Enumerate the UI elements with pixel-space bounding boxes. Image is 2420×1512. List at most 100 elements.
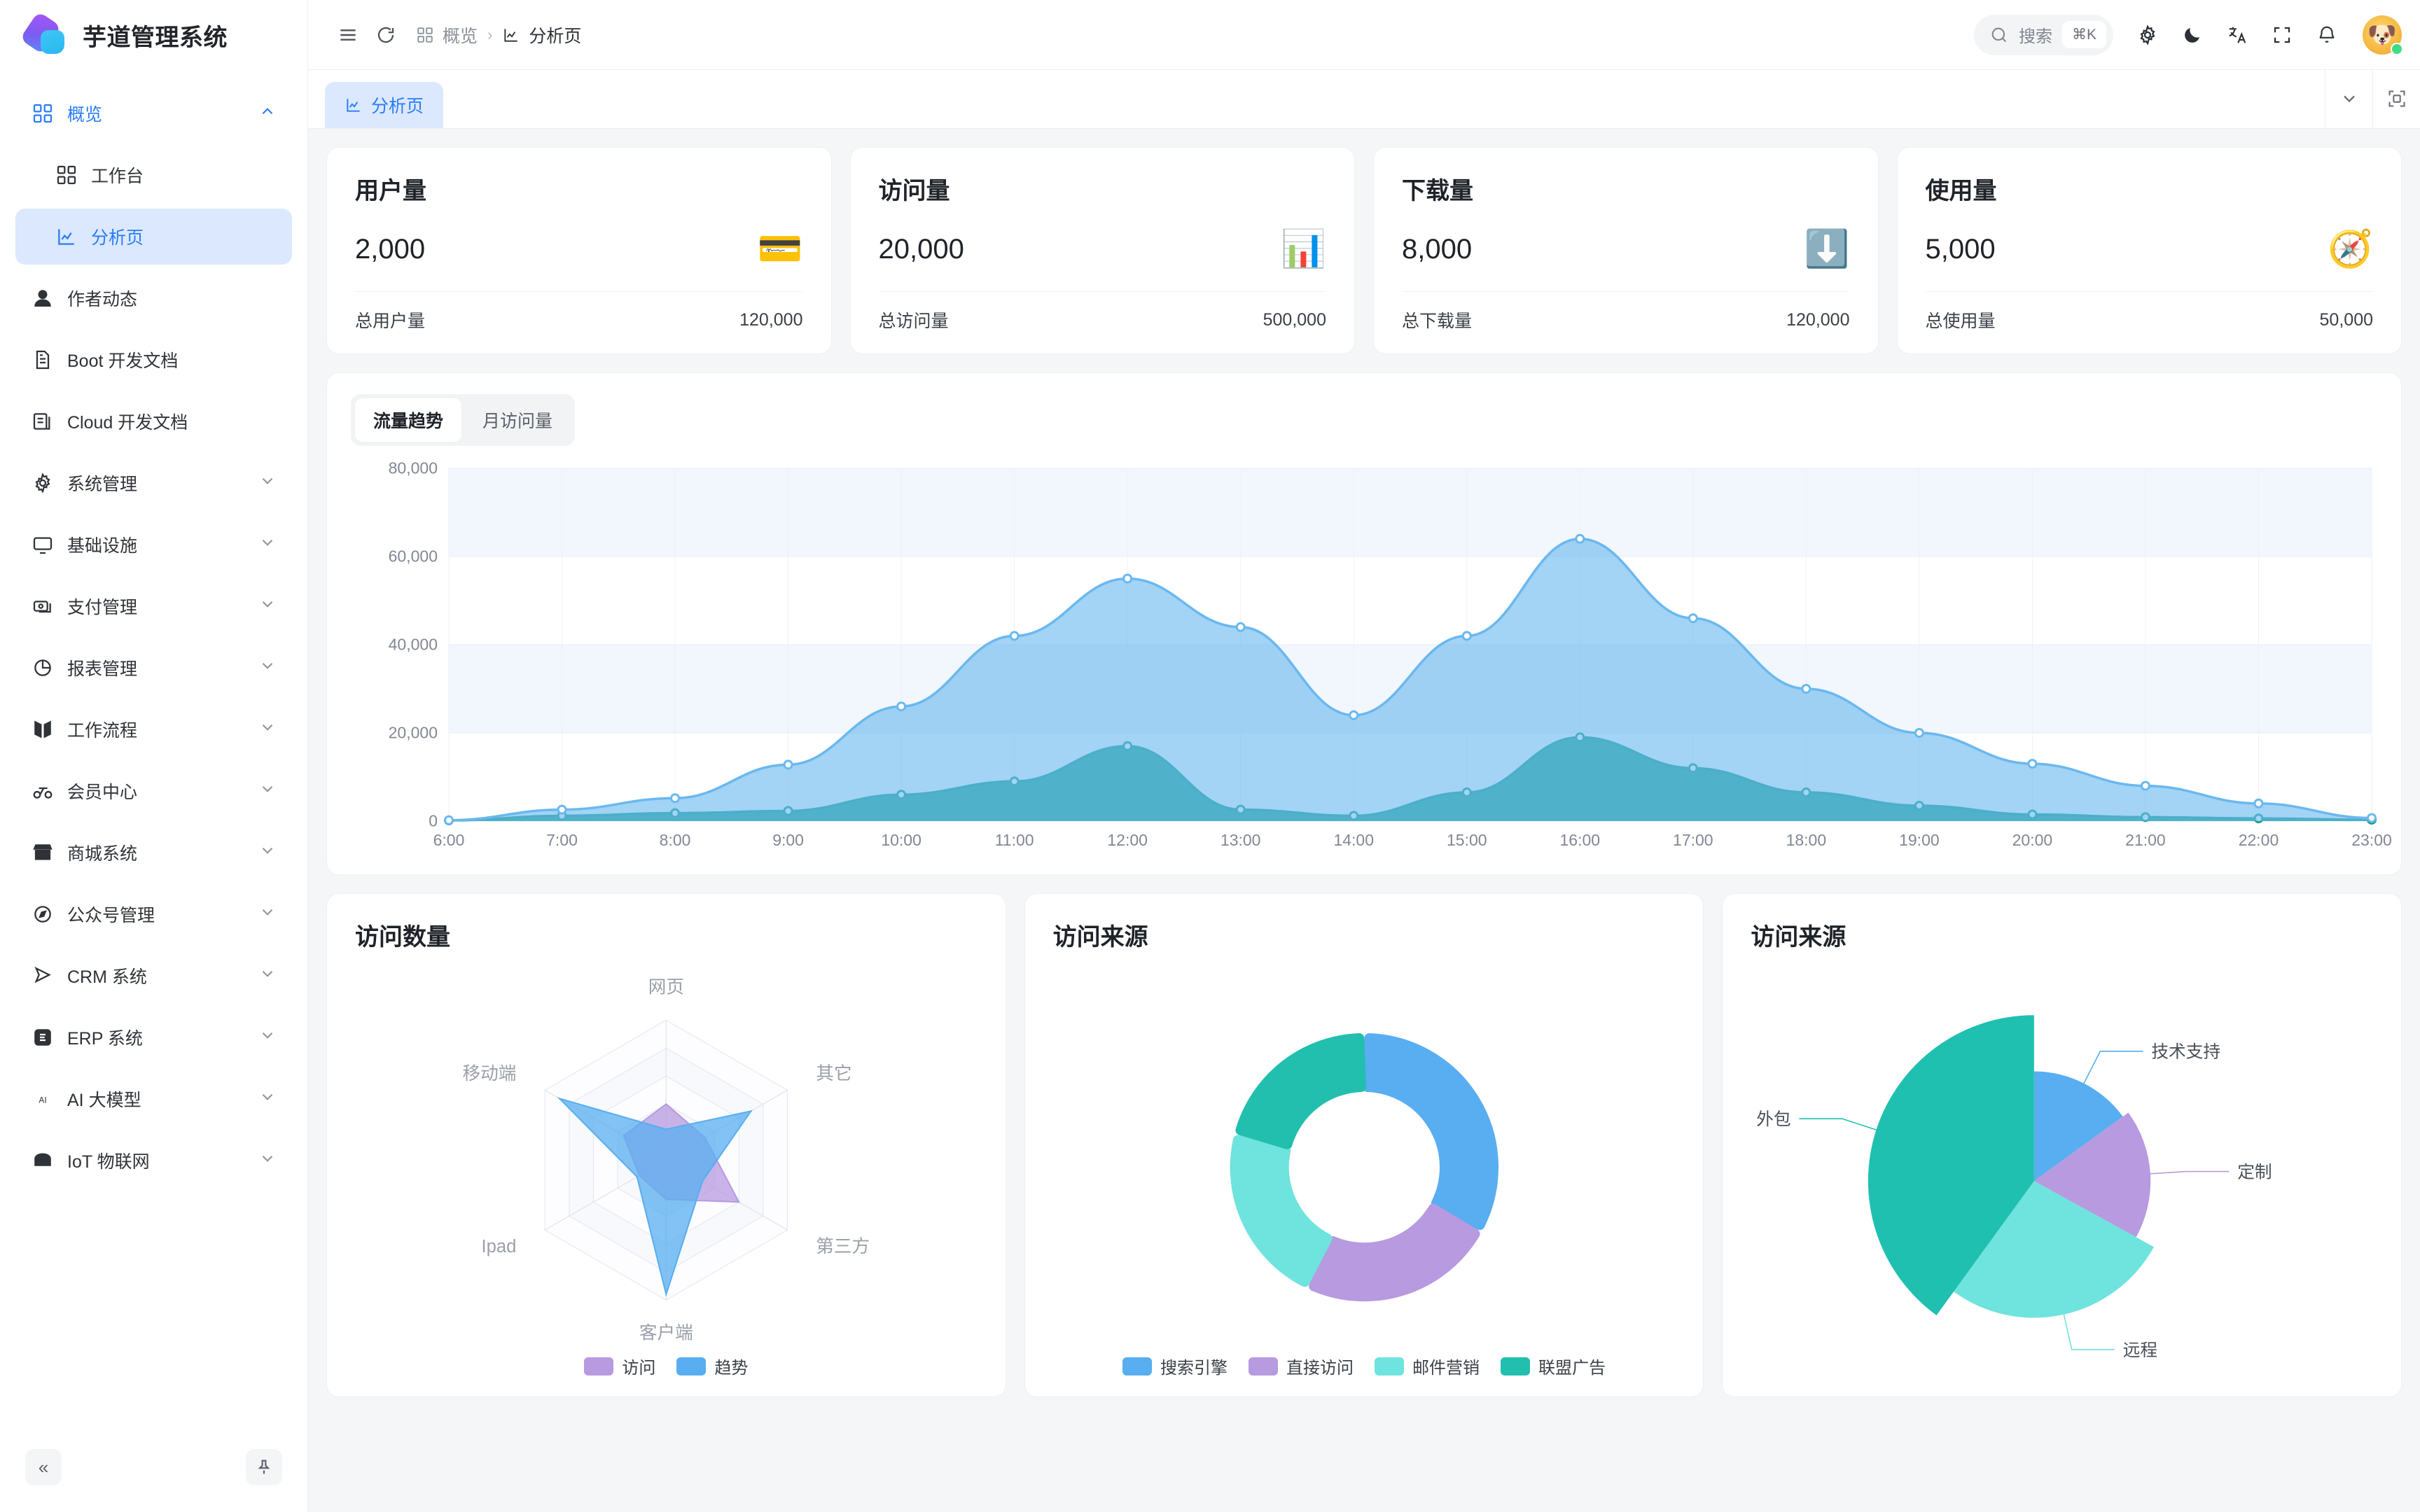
- donut-chart-card: 访问来源 搜索引擎 直接访问 邮件营销 联盟广告: [1024, 893, 1704, 1397]
- x-axis-tick: 13:00: [1220, 831, 1261, 849]
- legend-item[interactable]: 联盟广告: [1501, 1354, 1606, 1378]
- stat-value: 8,000: [1402, 233, 1473, 265]
- chevron-down-icon: [258, 1088, 277, 1111]
- sidebar-item-label: 支付管理: [67, 598, 138, 617]
- donut-legend: 搜索引擎 直接访问 邮件营销 联盟广告: [1053, 1354, 1676, 1382]
- breadcrumb-item-analysis[interactable]: 分析页: [502, 22, 581, 48]
- avatar[interactable]: 🐶: [2363, 15, 2403, 55]
- legend-item[interactable]: 搜索引擎: [1122, 1354, 1228, 1378]
- moon-icon[interactable]: [2174, 16, 2211, 54]
- flow-icon: [31, 718, 55, 741]
- sidebar-item-6[interactable]: 系统管理: [15, 455, 292, 511]
- search-placeholder: 搜索: [2018, 27, 2052, 46]
- translate-icon[interactable]: [2218, 16, 2256, 54]
- sidebar-item-11[interactable]: 会员中心: [15, 763, 292, 819]
- sidebar-item-label: 分析页: [91, 228, 144, 248]
- trend-chart: 0 20,000 40,000 60,000 80,000 6:00 7:00 8:00 9:0…: [351, 459, 2392, 860]
- stat-total-label: 总访问量: [878, 312, 949, 331]
- member-icon: [31, 780, 55, 802]
- trend-tab-0[interactable]: 流量趋势: [355, 398, 462, 442]
- sidebar-item-1[interactable]: 工作台: [15, 147, 292, 203]
- sidebar-item-0[interactable]: 概览: [15, 85, 292, 141]
- stat-title: 访问量: [878, 178, 950, 204]
- content-fullscreen-icon[interactable]: [2372, 69, 2420, 128]
- sidebar-item-label: Boot 开发文档: [67, 351, 179, 371]
- payment-icon: [31, 595, 55, 617]
- sidebar-item-16[interactable]: AI AI 大模型: [15, 1071, 292, 1127]
- sidebar-item-label: AI 大模型: [67, 1091, 141, 1110]
- breadcrumb: 概览 › 分析页: [416, 22, 581, 48]
- legend-label: 访问: [622, 1359, 656, 1378]
- logo-row[interactable]: 芋道管理系统: [0, 0, 307, 70]
- search-input[interactable]: 搜索 ⌘K: [1973, 14, 2113, 55]
- breadcrumb-item-overview[interactable]: 概览: [416, 22, 478, 48]
- rose-chart: 技术支持 定制 远程 外包: [1751, 952, 2373, 1382]
- sidebar-item-3[interactable]: 作者动态: [15, 270, 292, 326]
- x-axis-tick: 19:00: [1899, 831, 1940, 849]
- chart-title: 访问来源: [1052, 924, 1148, 951]
- hamburger-icon[interactable]: [329, 16, 367, 54]
- legend-item[interactable]: 直接访问: [1249, 1354, 1354, 1378]
- chevron-down-icon: [258, 780, 277, 803]
- sidebar-item-17[interactable]: IoT 物联网: [15, 1133, 292, 1189]
- sidebar-item-4[interactable]: Boot 开发文档: [15, 332, 292, 388]
- sidebar-item-12[interactable]: 商城系统: [15, 825, 292, 881]
- sidebar-item-label: 公众号管理: [67, 906, 155, 925]
- svg-text:移动端: 移动端: [463, 1063, 517, 1084]
- svg-text:Ipad: Ipad: [482, 1237, 517, 1256]
- sidebar-item-2[interactable]: 分析页: [15, 209, 292, 265]
- stat-value: 20,000: [878, 233, 964, 265]
- sidebar-item-9[interactable]: 报表管理: [15, 640, 292, 696]
- svg-text:定制: 定制: [2238, 1162, 2272, 1182]
- legend-label: 联盟广告: [1538, 1359, 1606, 1378]
- tab-analysis[interactable]: 分析页: [325, 82, 444, 128]
- compass-emoji: 🧭: [2328, 229, 2373, 270]
- breadcrumb-label: 分析页: [529, 26, 582, 46]
- y-axis-tick: 0: [429, 811, 438, 830]
- sidebar-item-label: 工作流程: [67, 721, 138, 741]
- ai-icon: AI: [31, 1088, 55, 1110]
- x-axis-tick: 7:00: [546, 831, 578, 849]
- chevron-down-icon: [258, 718, 277, 741]
- trend-tab-1[interactable]: 月访问量: [482, 412, 553, 431]
- y-axis-tick: 20,000: [388, 723, 438, 742]
- sidebar-item-8[interactable]: 支付管理: [15, 578, 292, 634]
- x-axis-tick: 12:00: [1107, 831, 1148, 849]
- sidebar-item-label: 工作台: [91, 167, 144, 186]
- sidebar-item-5[interactable]: Cloud 开发文档: [15, 393, 292, 449]
- bottom-chart-row: 访问数量 网页 其它 第三方 客户端 Ipad 移动端 访问 趋势 访问来源 搜索引擎 直接访…: [326, 893, 2402, 1397]
- rose-chart-card: 访问来源 技术支持 定制 远程 外包: [1722, 893, 2402, 1397]
- sidebar-item-15[interactable]: ERP 系统: [15, 1009, 292, 1065]
- chevron-down-icon[interactable]: [2325, 69, 2372, 128]
- gear-icon[interactable]: [2129, 16, 2167, 54]
- collapse-left-icon[interactable]: «: [25, 1449, 62, 1485]
- fullscreen-icon[interactable]: [2263, 16, 2301, 54]
- sidebar-item-label: 概览: [67, 105, 103, 125]
- x-axis-tick: 18:00: [1786, 831, 1827, 849]
- trend-tab-group: 流量趋势 月访问量: [351, 394, 576, 446]
- svg-text:外包: 外包: [1757, 1110, 1791, 1129]
- radar-legend: 访问 趋势: [355, 1354, 978, 1382]
- bell-icon[interactable]: [2308, 16, 2346, 54]
- chart-title: 访问来源: [1751, 924, 1847, 951]
- stat-value: 5,000: [1925, 233, 1996, 265]
- sidebar-item-14[interactable]: CRM 系统: [15, 948, 292, 1004]
- sidebar-item-label: 会员中心: [67, 783, 138, 802]
- user-icon: [31, 287, 55, 309]
- sidebar-item-label: 作者动态: [67, 290, 138, 309]
- svg-text:第三方: 第三方: [816, 1236, 870, 1256]
- pin-icon[interactable]: [246, 1449, 282, 1485]
- sidebar-item-10[interactable]: 工作流程: [15, 701, 292, 757]
- sidebar-item-label: ERP 系统: [67, 1029, 143, 1049]
- chevron-down-icon: [258, 1026, 277, 1049]
- legend-item[interactable]: 趋势: [676, 1354, 748, 1378]
- refresh-icon[interactable]: [367, 16, 405, 54]
- sidebar-item-13[interactable]: 公众号管理: [15, 886, 292, 942]
- legend-swatch: [584, 1357, 614, 1376]
- legend-item[interactable]: 邮件营销: [1375, 1354, 1480, 1378]
- legend-item[interactable]: 访问: [584, 1354, 655, 1378]
- x-axis-tick: 6:00: [433, 831, 465, 849]
- server-icon: [31, 1149, 55, 1172]
- sidebar-item-7[interactable]: 基础设施: [15, 517, 292, 573]
